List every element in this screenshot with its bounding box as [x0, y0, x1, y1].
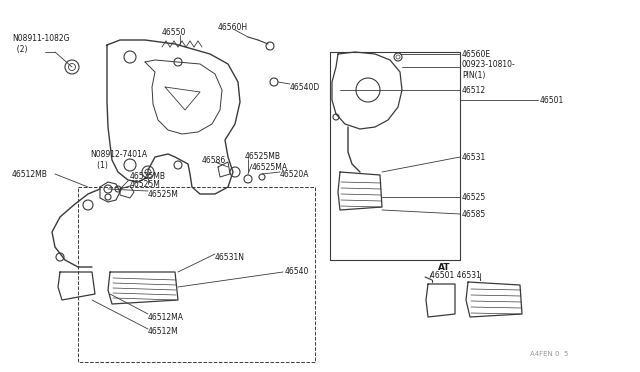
Text: 46501 46531: 46501 46531	[430, 272, 481, 280]
Text: N08911-1082G
  (2): N08911-1082G (2)	[12, 34, 70, 54]
Text: 46501: 46501	[540, 96, 564, 105]
Text: 46560E: 46560E	[462, 49, 491, 58]
Text: 00923-10810-
PIN(1): 00923-10810- PIN(1)	[462, 60, 516, 80]
Text: 46512: 46512	[462, 86, 486, 94]
Text: 46550: 46550	[162, 28, 186, 36]
Text: 46525M: 46525M	[130, 180, 161, 189]
Text: 46525M: 46525M	[148, 189, 179, 199]
Text: AT: AT	[438, 263, 451, 272]
Text: 46525MB: 46525MB	[245, 151, 281, 160]
Text: N08912-7401A
   (1): N08912-7401A (1)	[90, 150, 147, 170]
Text: 46525: 46525	[462, 192, 486, 202]
Text: 46560H: 46560H	[218, 22, 248, 32]
Text: 46586: 46586	[202, 155, 227, 164]
Text: 46540D: 46540D	[290, 83, 320, 92]
Text: 46512MA: 46512MA	[148, 312, 184, 321]
Text: 46520A: 46520A	[280, 170, 310, 179]
Text: 46531: 46531	[462, 153, 486, 161]
Text: 46525MA: 46525MA	[252, 163, 288, 171]
Text: 46525MB: 46525MB	[130, 171, 166, 180]
Text: A4FEN 0  5: A4FEN 0 5	[530, 351, 568, 357]
Text: 46540: 46540	[285, 267, 309, 276]
Text: 46512MB: 46512MB	[12, 170, 48, 179]
Text: 46512M: 46512M	[148, 327, 179, 337]
Text: 46585: 46585	[462, 209, 486, 218]
Text: 46531N: 46531N	[215, 253, 245, 262]
